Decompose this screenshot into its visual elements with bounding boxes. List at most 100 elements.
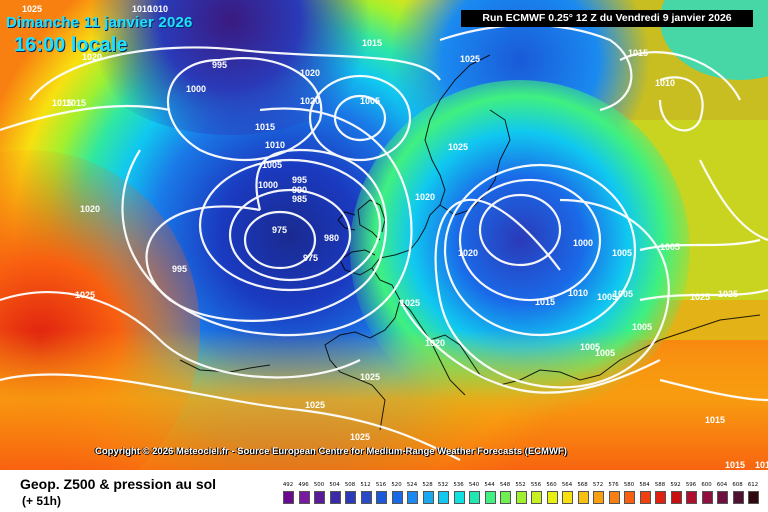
scale-swatch: [345, 491, 356, 504]
scale-label: 568: [577, 482, 588, 488]
isobar-label: 1000: [186, 84, 206, 94]
isobar-label: 1005: [360, 96, 380, 106]
isobar-label: 1020: [425, 338, 445, 348]
scale-swatch: [531, 491, 542, 504]
scale-label: 556: [530, 482, 542, 488]
scale-label: 524: [406, 482, 418, 488]
isobar-label: 1020: [458, 248, 478, 258]
scale-label: 600: [701, 482, 712, 488]
south-band-shading: [0, 330, 768, 470]
isobar-label: 1020: [415, 192, 435, 202]
scale-swatch: [407, 491, 418, 504]
scale-swatch: [748, 491, 759, 504]
isobar-lines: [0, 23, 768, 461]
scale-label: 584: [639, 482, 650, 488]
isobar-label: 1000: [258, 180, 278, 190]
scale-label: 592: [670, 482, 681, 488]
isobar-label: 1020: [300, 96, 320, 106]
isobar-label: 1015: [66, 98, 86, 108]
isobar-label: 1020: [300, 68, 320, 78]
scale-label: 552: [515, 482, 526, 488]
isobar-label: 1010: [655, 78, 675, 88]
scale-label: 520: [391, 482, 402, 488]
scale-swatch: [655, 491, 666, 504]
isobar-label: 1005: [612, 248, 632, 258]
isobar-label: 995: [172, 264, 187, 274]
scale-label: 508: [344, 482, 356, 488]
isobar-label: 980: [324, 233, 339, 243]
scale-swatch: [670, 491, 682, 504]
scale-label: 604: [716, 482, 728, 488]
scale-swatch: [577, 491, 589, 504]
scale-label: 512: [360, 482, 371, 488]
isobar-label: 1005: [660, 242, 680, 252]
isobar-label: 1015: [705, 415, 725, 425]
scale-label: 536: [453, 482, 464, 488]
isobar-label: 1010: [568, 288, 588, 298]
isobar-label: 995: [212, 60, 227, 70]
scale-label: 548: [499, 482, 511, 488]
scale-label: 516: [375, 482, 387, 488]
isobar-label: 1005: [580, 342, 600, 352]
scale-swatch: [546, 491, 558, 504]
scale-label: 504: [329, 482, 340, 488]
isobar-label: 1010: [148, 4, 168, 14]
isobar-label: 1025: [305, 400, 325, 410]
polar-low-shading: [70, 0, 390, 135]
isobar-label: 1000: [573, 238, 593, 248]
isobar-label: 1015: [535, 297, 555, 307]
isobar-label: 1025: [460, 54, 480, 64]
scale-swatch: [438, 491, 449, 504]
scale-swatch: [608, 491, 620, 504]
scale-swatch: [298, 491, 310, 504]
scale-label: 528: [422, 482, 433, 488]
isobar-label: 1015: [255, 122, 275, 132]
scale-swatch: [624, 491, 635, 504]
scale-label: 608: [732, 482, 743, 488]
isobar-label: 1005: [613, 289, 633, 299]
scale-swatch: [391, 491, 403, 504]
isobar-label: 1015: [628, 48, 648, 58]
isobar-label: 1025: [22, 4, 42, 14]
scale-swatch: [376, 491, 387, 504]
isobar-label: 1025: [350, 432, 370, 442]
isobar-label: 1005: [632, 322, 652, 332]
scale-label: 564: [561, 482, 573, 488]
scale-label: 572: [592, 482, 604, 488]
scale-swatch: [500, 491, 511, 504]
scale-swatch: [329, 491, 341, 504]
forecast-date: Dimanche 11 janvier 2026: [6, 14, 193, 31]
isobar-label: 1025: [690, 292, 710, 302]
scale-label: 492: [282, 482, 294, 488]
isobar-label: 1015: [52, 98, 72, 108]
isobar-label: 1020: [82, 52, 102, 62]
scale-swatch: [562, 491, 573, 504]
lead-time: (+ 51h): [22, 494, 62, 508]
scale-swatch: [686, 491, 697, 504]
isobar-label: 1005: [597, 292, 617, 302]
isobar-label: 1025: [718, 289, 738, 299]
isobar-label: 975: [272, 225, 287, 235]
scale-label: 612: [747, 482, 759, 488]
scale-label: 580: [623, 482, 635, 488]
isobar-label: 995: [292, 175, 307, 185]
scale-label: 496: [298, 482, 309, 488]
weather-map: 1025 1010 1015 1020 995 1000 1015 1010 1015 1020 1…: [0, 0, 768, 470]
isobar-label: 1025: [400, 298, 420, 308]
scale-label: 544: [484, 482, 495, 488]
scale-swatch: [484, 491, 496, 504]
product-title: Geop. Z500 & pression au sol: [20, 476, 217, 492]
scale-swatch: [701, 491, 713, 504]
scale-swatch: [314, 491, 325, 504]
scale-label: 576: [608, 482, 619, 488]
isobar-label: 1010: [265, 140, 285, 150]
scale-swatch: [717, 491, 728, 504]
scale-label: 560: [546, 482, 557, 488]
scale-swatch: [453, 491, 465, 504]
isobar-label: 1015: [362, 38, 382, 48]
isobar-label: 975: [303, 253, 318, 263]
isobar-label: 1005: [262, 160, 282, 170]
copyright-notice: Copyright © 2026 Meteociel.fr - Source E…: [95, 446, 567, 457]
scale-swatch: [732, 491, 744, 504]
scale-label: 532: [437, 482, 449, 488]
